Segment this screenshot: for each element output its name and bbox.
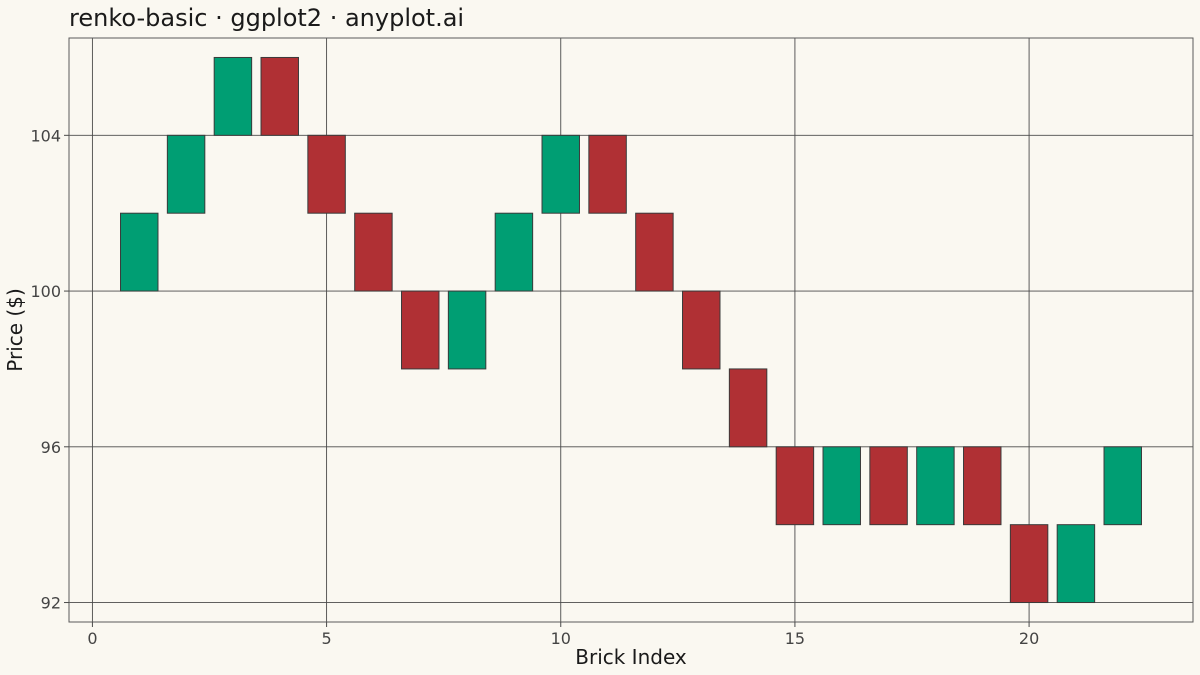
y-tick-label: 92 — [41, 594, 61, 613]
renko-bricks — [120, 56, 1142, 604]
chart-title: renko-basic · ggplot2 · anyplot.ai — [69, 4, 464, 32]
renko-brick-down — [260, 56, 299, 136]
y-tick-label: 100 — [30, 282, 61, 301]
renko-brick-up — [494, 212, 534, 292]
renko-brick-up — [541, 134, 580, 214]
renko-brick-down — [682, 290, 721, 370]
renko-brick-down — [588, 134, 627, 214]
y-tick-label: 104 — [30, 126, 61, 145]
renko-brick-down — [635, 212, 674, 292]
renko-brick-down — [354, 212, 393, 292]
renko-brick-down — [775, 446, 815, 526]
renko-brick-up — [166, 134, 206, 214]
renko-brick-down — [869, 446, 908, 526]
renko-brick-down — [1009, 524, 1049, 604]
renko-brick-up — [120, 212, 159, 292]
renko-brick-down — [728, 368, 768, 448]
renko-brick-down — [401, 290, 440, 370]
y-axis-title: Price ($) — [3, 288, 27, 371]
renko-brick-up — [213, 56, 253, 136]
renko-brick-up — [822, 446, 861, 526]
renko-brick-down — [963, 446, 1002, 526]
x-tick-label: 0 — [87, 629, 97, 648]
renko-brick-up — [1056, 524, 1096, 604]
x-tick-label: 10 — [551, 629, 571, 648]
x-tick-label: 15 — [785, 629, 805, 648]
renko-brick-down — [307, 134, 346, 214]
x-axis-title: Brick Index — [575, 645, 687, 669]
renko-brick-up — [916, 446, 955, 526]
x-tick-label: 5 — [321, 629, 331, 648]
y-axis-ticks: 92 96 100 104 — [30, 126, 69, 613]
panel-border — [68, 37, 1194, 623]
y-tick-label: 96 — [41, 438, 61, 457]
x-tick-label: 20 — [1019, 629, 1039, 648]
renko-brick-up — [447, 290, 487, 370]
x-axis-ticks: 0 5 10 15 20 — [87, 622, 1039, 648]
renko-brick-up — [1103, 446, 1142, 526]
